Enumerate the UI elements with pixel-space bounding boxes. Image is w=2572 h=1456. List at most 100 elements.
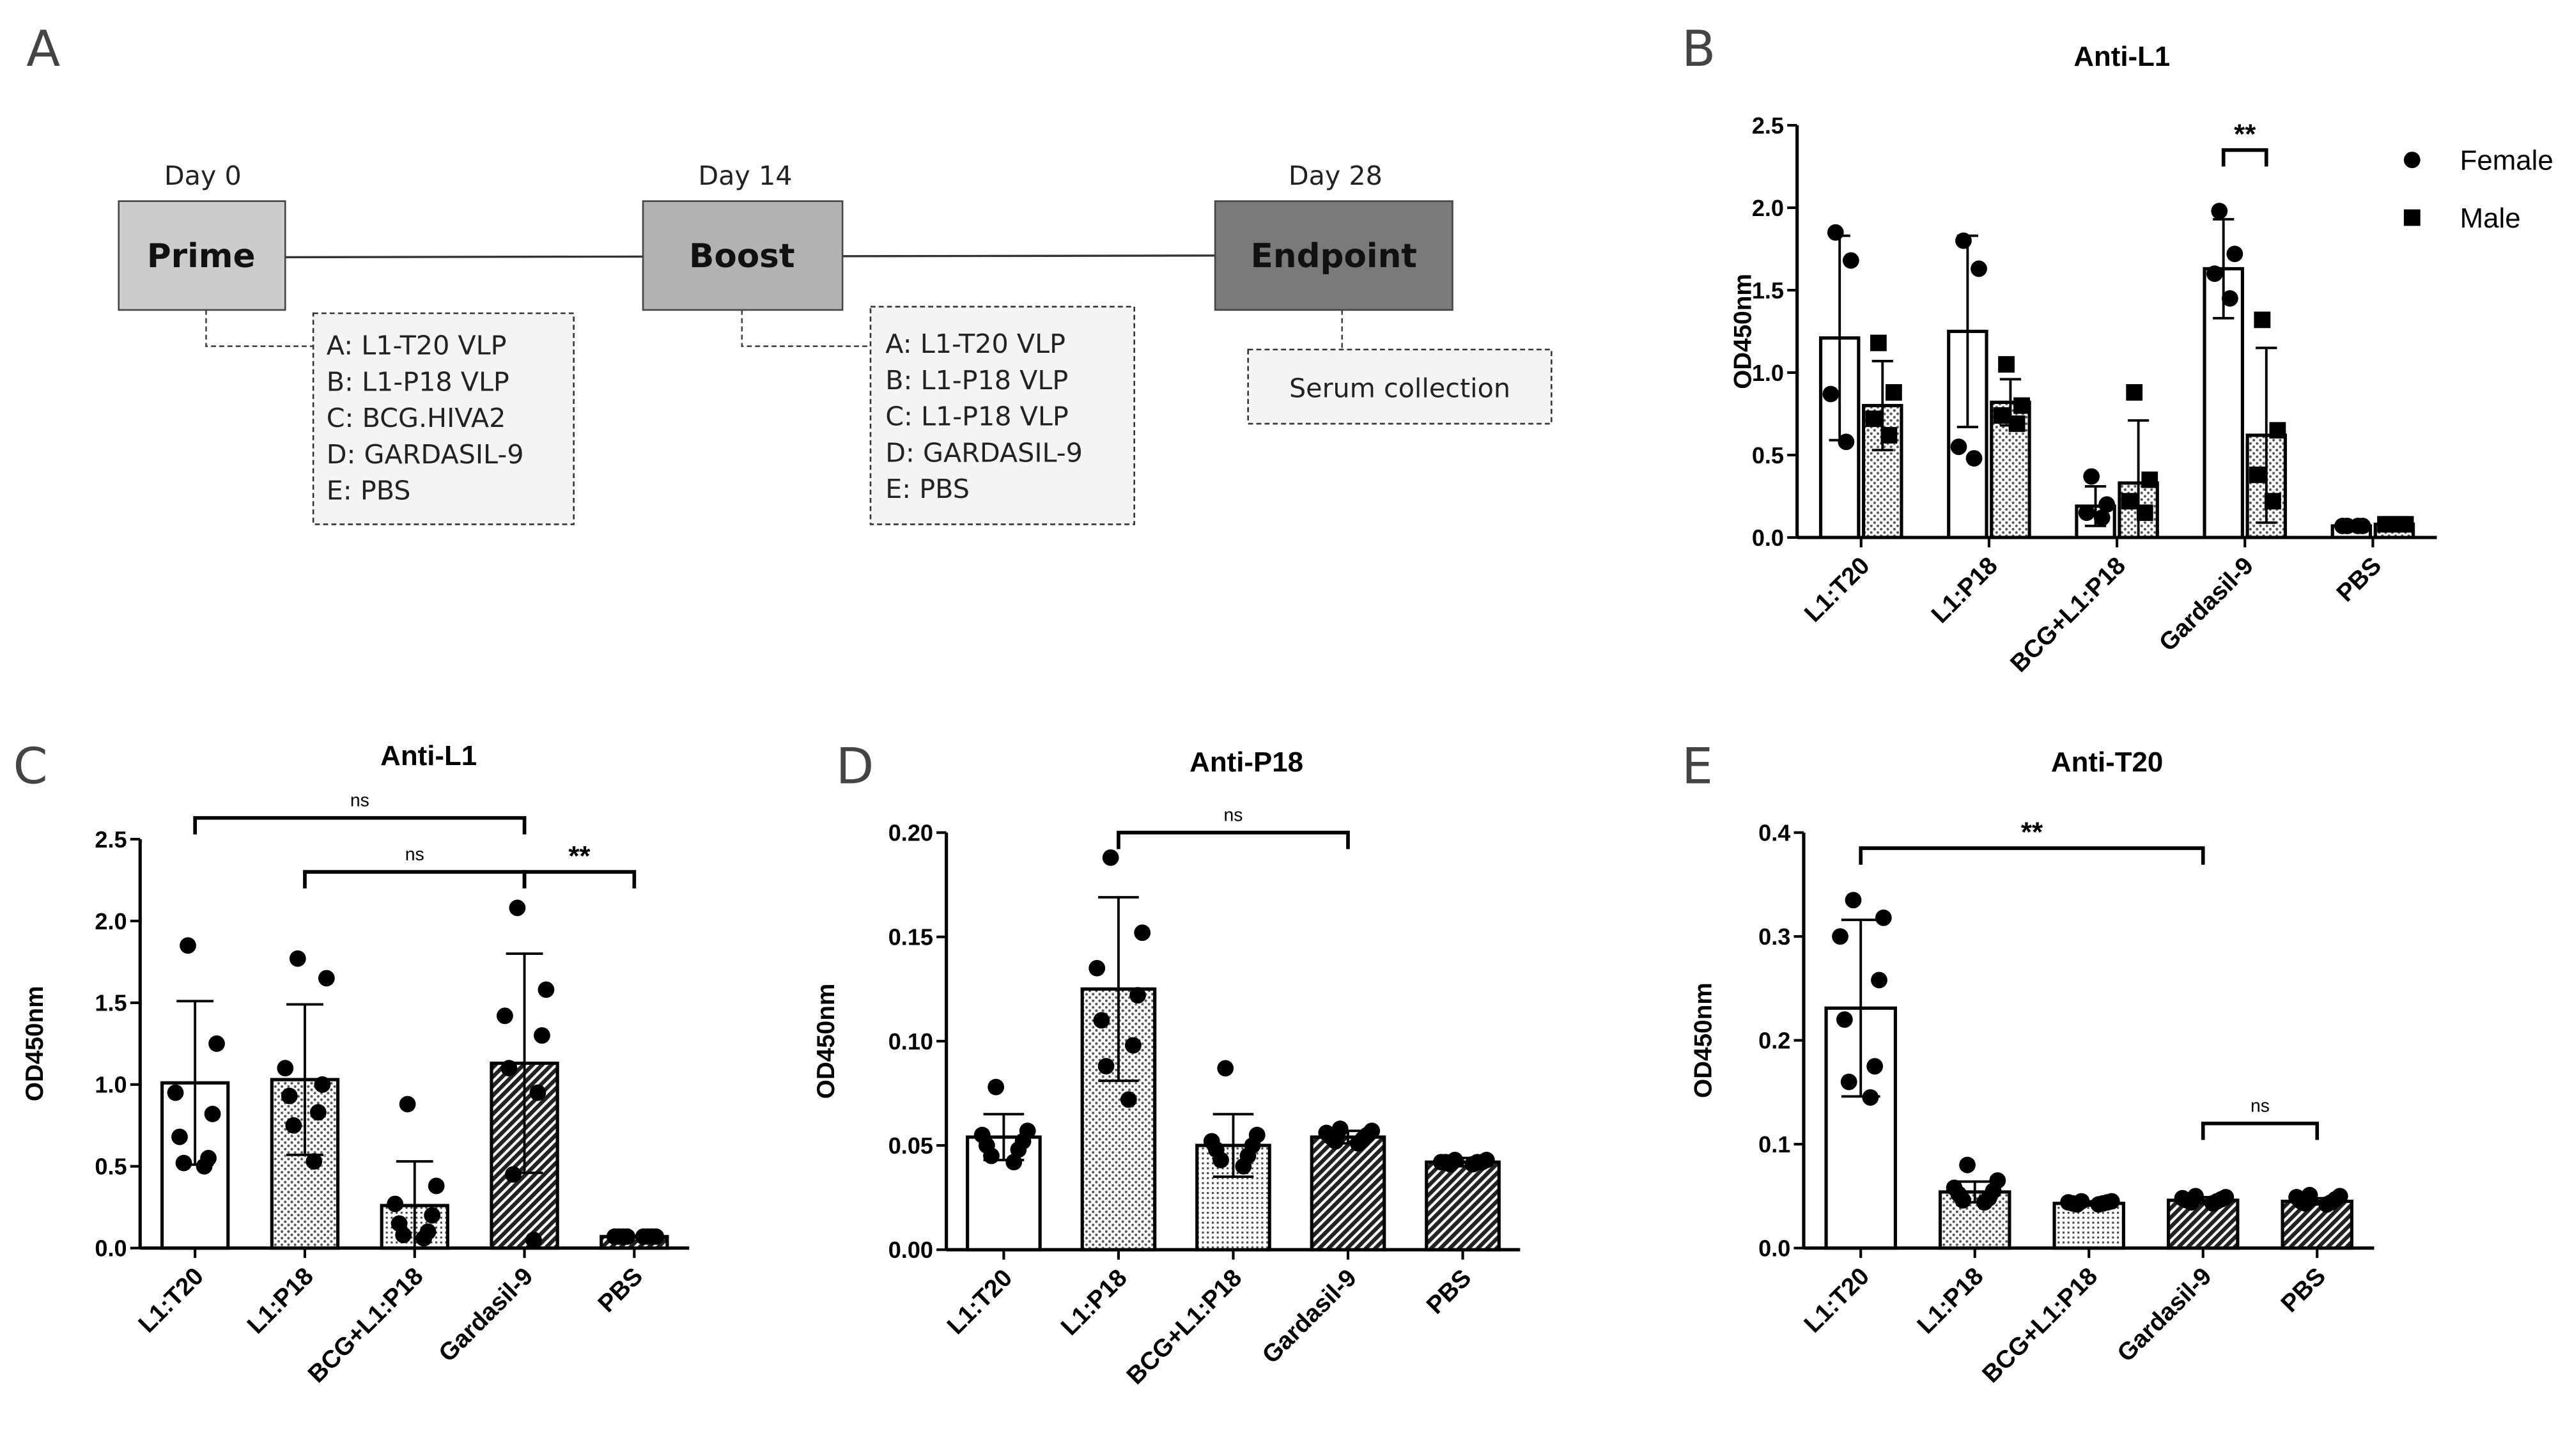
data-point (281, 1087, 298, 1104)
data-point (208, 1035, 225, 1052)
significance-label: ** (568, 840, 591, 872)
prime-connector (205, 309, 314, 347)
significance-bracket (303, 870, 527, 888)
y-tick-label: 0.4 (1758, 820, 1790, 846)
y-tick-label: 1.0 (1752, 360, 1784, 386)
x-tick-label: L1:T20 (133, 1262, 209, 1338)
x-tick-label: Gardasil-9 (2154, 552, 2259, 656)
data-point (1120, 1091, 1137, 1108)
data-point (2206, 265, 2223, 283)
charts: Anti-L1 OD450nm 0.0 0.5 1.0 1.5 2.0 2.5 L1:T20 L1… (21, 41, 2553, 1390)
x-tick-label: PBS (593, 1262, 649, 1318)
y-axis-label: OD450nm (812, 984, 840, 1099)
y-tick-label: 0.00 (888, 1237, 933, 1263)
significance-label: ns (1223, 805, 1243, 826)
data-point (2068, 1196, 2086, 1213)
y-tick-label: 0.10 (888, 1028, 933, 1055)
data-point (2204, 1195, 2221, 1212)
legend-marker-male (2403, 209, 2421, 226)
data-point (428, 1177, 445, 1195)
data-point (2090, 1196, 2107, 1213)
x-tick-label: L1:T20 (942, 1264, 1018, 1340)
significance-bracket (522, 870, 637, 888)
x-tick-label: BCG+L1:P18 (303, 1262, 429, 1388)
data-point (1442, 1156, 1459, 1173)
data-point (399, 1096, 416, 1113)
data-point (529, 1084, 546, 1101)
y-tick-label: 2.0 (1752, 195, 1784, 221)
boost-box (642, 200, 844, 311)
data-point (1093, 1012, 1110, 1029)
y-tick-label: 1.5 (1752, 277, 1784, 304)
endpoint-label: Endpoint (1251, 237, 1417, 275)
y-tick-label: 0.0 (95, 1235, 127, 1262)
y-tick-label: 0.1 (1758, 1131, 1790, 1158)
x-tick-label: Gardasil-9 (1257, 1264, 1362, 1369)
data-point (2013, 397, 2030, 414)
data-point (1866, 1058, 1884, 1075)
day-28-label: Day 28 (1289, 160, 1383, 191)
panel-letter-c: C (13, 738, 48, 795)
data-point (2126, 384, 2143, 401)
data-point (1875, 910, 1892, 926)
legend-label: Female (2460, 145, 2553, 176)
x-tick-label: L1:T20 (1799, 1262, 1875, 1338)
data-point (1993, 407, 2010, 424)
data-point (1976, 1194, 1993, 1211)
boost-groups-box (869, 306, 1135, 525)
data-point (1464, 1156, 1482, 1173)
y-tick-label: 2.5 (1752, 112, 1784, 139)
data-point (2377, 516, 2394, 533)
data-point (2269, 422, 2286, 439)
x-tick-label: L1:T20 (1799, 552, 1875, 628)
data-point (1959, 1156, 1976, 1173)
x-tick-label: L1:P18 (1926, 552, 2003, 628)
data-point (309, 1104, 327, 1121)
data-point (2254, 311, 2271, 329)
data-point (1102, 849, 1119, 866)
y-tick-label: 0.0 (1758, 1235, 1790, 1262)
significance-label: ns (405, 844, 424, 865)
data-point (1827, 224, 1844, 241)
data-point (1842, 252, 1859, 269)
data-point (1088, 959, 1106, 977)
y-axis-label: OD450nm (1690, 982, 1717, 1098)
data-point (504, 1166, 522, 1183)
data-point (2093, 509, 2111, 526)
data-point (988, 1078, 1005, 1096)
bar (2166, 1198, 2240, 1250)
data-point (306, 1153, 323, 1170)
panel-letter-a: A (26, 20, 60, 78)
prime-group-item: B: L1-P18 VLP (327, 366, 509, 397)
data-point (196, 1158, 213, 1175)
y-tick-label: 1.5 (95, 990, 127, 1016)
boost-group-item: C: L1-P18 VLP (885, 401, 1069, 432)
data-point (2078, 504, 2095, 522)
x-tick-label: L1:P18 (1912, 1262, 1988, 1339)
data-point (1998, 356, 2015, 373)
boost-group-item: D: GARDASIL-9 (885, 437, 1083, 468)
data-point (1327, 1133, 1344, 1150)
data-point (1950, 438, 1967, 455)
data-point (1129, 987, 1146, 1004)
boost-group-item: A: L1-T20 VLP (885, 329, 1065, 359)
data-point (1212, 1152, 1229, 1168)
data-point (289, 950, 306, 967)
panel-letter-e: E (1682, 738, 1713, 795)
data-point (2350, 517, 2366, 534)
significance-label: ns (350, 791, 369, 811)
y-axis-label: OD450nm (1729, 274, 1756, 389)
data-point (534, 1027, 550, 1044)
panel-letter-b: B (1682, 20, 1716, 78)
bar (1425, 1160, 1501, 1251)
legend-label: Male (2460, 203, 2521, 234)
boost-group-item: B: L1-P18 VLP (885, 365, 1068, 396)
x-tick-label: Gardasil-9 (433, 1262, 538, 1367)
y-tick-label: 2.0 (95, 908, 127, 934)
data-point (983, 1147, 1000, 1165)
y-tick-label: 0.5 (1752, 442, 1784, 469)
significance-bracket (1117, 830, 1350, 849)
data-point (496, 1007, 513, 1025)
data-point (2221, 290, 2238, 307)
data-point (415, 1230, 433, 1247)
